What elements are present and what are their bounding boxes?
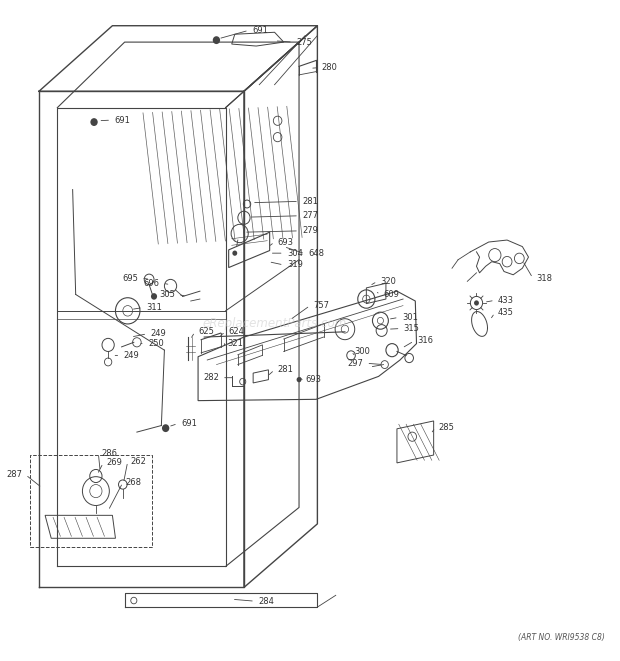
Text: 433: 433	[498, 296, 514, 305]
Text: 250: 250	[148, 339, 164, 348]
Text: 284: 284	[258, 597, 274, 605]
Circle shape	[151, 293, 157, 299]
Text: 695: 695	[122, 274, 138, 282]
Text: 315: 315	[404, 324, 420, 333]
Text: 321: 321	[228, 339, 243, 348]
Circle shape	[162, 424, 169, 432]
Text: 269: 269	[106, 458, 122, 467]
Text: 286: 286	[102, 449, 117, 457]
Text: 691: 691	[181, 419, 197, 428]
Text: 624: 624	[229, 327, 244, 336]
Text: 435: 435	[498, 308, 514, 317]
Text: 281: 281	[278, 366, 293, 374]
Text: 280: 280	[322, 63, 337, 72]
Text: 275: 275	[296, 38, 312, 47]
Text: 691: 691	[114, 116, 130, 125]
Text: 301: 301	[402, 313, 418, 322]
Text: 282: 282	[203, 373, 219, 382]
Text: 300: 300	[354, 347, 370, 356]
Text: 691: 691	[252, 26, 268, 35]
Circle shape	[232, 251, 237, 256]
Text: 318: 318	[536, 274, 552, 282]
Text: 696: 696	[143, 279, 159, 288]
Text: 305: 305	[159, 290, 175, 299]
Circle shape	[474, 300, 479, 305]
Text: 609: 609	[384, 290, 399, 299]
Text: 249: 249	[150, 329, 166, 338]
Circle shape	[213, 36, 220, 44]
Text: 316: 316	[417, 336, 433, 346]
Text: 693: 693	[278, 237, 294, 247]
Text: 285: 285	[438, 423, 454, 432]
Text: 249: 249	[123, 351, 139, 360]
Text: 268: 268	[126, 478, 142, 487]
Text: 625: 625	[198, 327, 214, 336]
Text: (ART NO. WRI9538 C8): (ART NO. WRI9538 C8)	[518, 633, 605, 642]
Text: 757: 757	[313, 301, 329, 310]
Text: 320: 320	[381, 277, 396, 286]
Text: 693: 693	[305, 375, 321, 384]
Text: 262: 262	[131, 457, 147, 466]
Text: 287: 287	[6, 470, 22, 479]
Text: 279: 279	[302, 226, 318, 235]
Text: 304: 304	[287, 249, 303, 258]
Text: eReplacementParts.com: eReplacementParts.com	[203, 317, 347, 330]
Text: 648: 648	[308, 249, 324, 258]
Circle shape	[296, 377, 301, 382]
Circle shape	[91, 118, 98, 126]
Text: 311: 311	[146, 303, 162, 312]
Text: 319: 319	[287, 260, 303, 270]
Text: 281: 281	[302, 197, 318, 206]
Text: 297: 297	[347, 359, 363, 368]
Text: 277: 277	[302, 212, 318, 220]
